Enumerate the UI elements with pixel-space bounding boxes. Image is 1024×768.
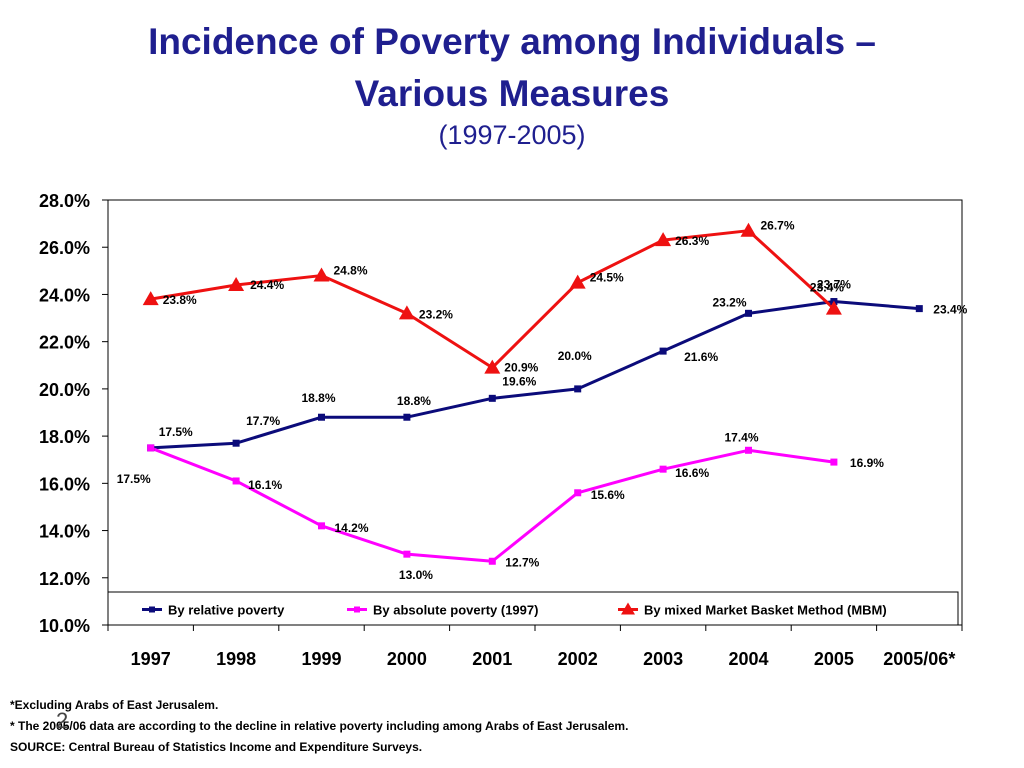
x-tick-label: 2005 [814, 649, 854, 669]
y-tick-label: 26.0% [39, 238, 90, 258]
data-point-marker [745, 446, 752, 454]
data-point-marker [745, 309, 752, 317]
data-label: 13.0% [399, 568, 433, 582]
data-label: 18.8% [397, 394, 431, 408]
x-tick-label: 2004 [728, 649, 768, 669]
data-point-marker [574, 489, 582, 497]
y-tick-label: 24.0% [39, 285, 90, 305]
data-point-marker [403, 413, 411, 421]
series-line [150, 300, 920, 450]
y-tick-label: 20.0% [39, 380, 90, 400]
footnote-2: * The 2005/06 data are according to the … [10, 719, 629, 733]
x-tick-label: 2001 [472, 649, 512, 669]
data-label: 26.7% [761, 219, 795, 233]
data-point-marker [484, 359, 501, 374]
y-tick-label: 18.0% [39, 427, 90, 447]
series-line [150, 446, 835, 563]
data-label: 18.8% [302, 391, 336, 405]
x-tick-label: 2002 [558, 649, 598, 669]
data-point-marker [142, 291, 159, 306]
data-label: 23.7% [817, 278, 851, 292]
legend-box [107, 591, 959, 626]
y-tick-label: 14.0% [39, 522, 90, 542]
footnote-1: *Excluding Arabs of East Jerusalem. [10, 698, 219, 712]
data-label: 15.6% [591, 488, 625, 502]
data-point-marker [574, 385, 582, 393]
data-point-marker [147, 444, 155, 452]
data-point-marker [740, 222, 757, 237]
data-label: 24.5% [590, 271, 624, 285]
data-point-marker [825, 300, 842, 315]
slide-title-line-2: Various Measures [354, 73, 670, 114]
data-label: 16.6% [675, 466, 709, 480]
data-label: 17.5% [117, 472, 151, 486]
x-tick-label: 1999 [301, 649, 341, 669]
data-point-marker [313, 267, 330, 282]
y-tick-label: 28.0% [39, 191, 90, 211]
legend-marker [621, 602, 635, 615]
slide-title-line-1: Incidence of Poverty among Individuals – [148, 21, 876, 62]
data-point-marker [659, 465, 667, 473]
data-label: 26.3% [675, 234, 709, 248]
x-tick-label: 1998 [216, 649, 256, 669]
data-point-marker [232, 477, 240, 485]
data-point-marker [232, 439, 240, 447]
data-point-marker [830, 458, 838, 466]
legend-label: By relative poverty [168, 603, 285, 618]
data-point-marker [655, 232, 672, 247]
data-point-marker [659, 347, 667, 355]
data-point-marker [228, 277, 245, 291]
slide-subtitle: (1997-2005) [438, 120, 586, 150]
data-label: 21.6% [684, 350, 718, 364]
data-label: 23.4% [933, 303, 967, 317]
data-point-marker [915, 305, 923, 313]
data-label: 23.4% [810, 281, 844, 295]
data-label: 17.7% [246, 414, 280, 428]
data-point-marker [318, 413, 325, 421]
x-tick-label: 1997 [131, 649, 171, 669]
y-tick-label: 12.0% [39, 569, 90, 589]
legend-marker [149, 606, 155, 613]
data-label: 14.2% [335, 521, 369, 535]
footnotes: *Excluding Arabs of East Jerusalem. * Th… [10, 696, 628, 759]
data-point-marker [403, 550, 411, 558]
x-tick-label: 2005/06* [883, 649, 955, 669]
data-label: 17.5% [159, 425, 193, 439]
footnote-source: SOURCE: Central Bureau of Statistics Inc… [10, 740, 423, 754]
data-label: 23.2% [419, 307, 453, 321]
slide-number: 2 [56, 708, 69, 733]
data-label: 19.6% [502, 374, 536, 388]
legend-marker [354, 606, 360, 613]
legend-label: By absolute poverty (1997) [373, 603, 538, 618]
data-label: 20.0% [558, 349, 592, 363]
x-tick-label: 2003 [643, 649, 683, 669]
y-tick-label: 16.0% [39, 474, 90, 494]
y-tick-label: 10.0% [39, 616, 90, 636]
data-label: 16.9% [850, 456, 884, 470]
data-point-marker [569, 274, 586, 289]
data-point-marker [398, 305, 415, 320]
data-point-marker [488, 394, 496, 402]
y-tick-label: 22.0% [39, 333, 90, 353]
data-label: 23.2% [713, 295, 747, 309]
poverty-line-chart: 10.0% 12.0% 14.0% 16.0% 18.0% 20.0% 22.0% 24.0%… [39, 191, 968, 669]
data-point-marker [318, 522, 325, 530]
data-label: 20.9% [504, 361, 538, 375]
data-point-marker [488, 557, 496, 565]
data-label: 17.4% [725, 430, 759, 444]
data-label: 23.8% [163, 293, 197, 307]
legend-label: By mixed Market Basket Method (MBM) [644, 603, 887, 618]
data-label: 24.4% [250, 278, 284, 292]
data-label: 24.8% [334, 264, 368, 278]
data-label: 16.1% [248, 478, 282, 492]
x-tick-label: 2000 [387, 649, 427, 669]
data-label: 12.7% [505, 555, 539, 569]
